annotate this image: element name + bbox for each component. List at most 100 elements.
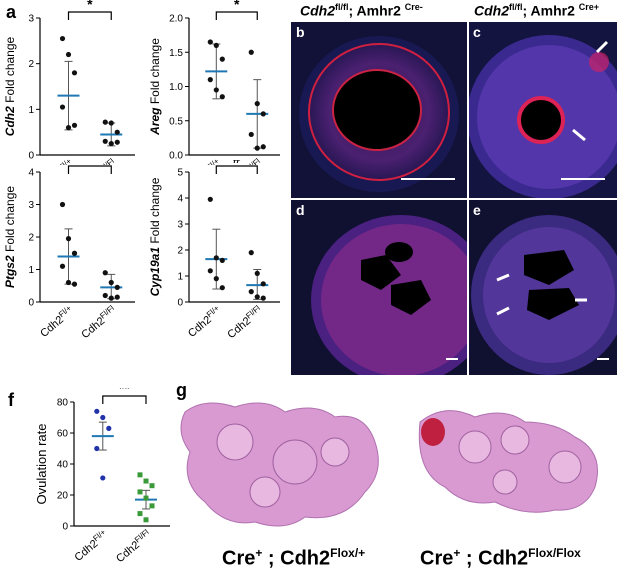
scale-bar [561,178,605,180]
y-label-gene: Areg [148,107,162,136]
micrograph-d: d [291,200,467,375]
data-point [143,517,149,523]
data-point [108,279,114,286]
y-tick-label: 1 [28,105,34,116]
header-cre-sup: Cre- [404,2,423,12]
y-axis-label: Cdh2 Fold change [3,36,17,136]
y-tick-label: 4 [177,194,183,205]
micrograph-e: e [469,200,617,375]
data-point [137,511,143,517]
significance-bracket [215,165,258,174]
caption-mid: ; Cdh2 [460,547,529,570]
data-point [59,104,66,110]
data-point [59,201,66,208]
y-tick-label: 0 [28,298,34,309]
x-category-label: Cdh2Fl/+ [184,303,224,340]
data-point [102,270,108,276]
y-tick-label: 40 [57,460,69,471]
data-point [137,472,143,478]
y-tick-label: 2.0 [169,14,183,25]
y-tick-label: 1 [177,272,183,283]
y-tick-label: 0 [62,522,68,533]
y-axis-label: Cyp19a1 Fold change [148,177,162,296]
y-axis-label: Areg Fold change [148,38,162,136]
header-cre-sup: Cre+ [578,2,600,12]
header-cre-positive: Cdh2fl/fl; Amhr2 Cre+ [474,2,599,19]
panel-letter-c: c [473,24,481,40]
y-tick-label: 0.5 [169,116,183,127]
header-rest: ; Amhr2 [522,2,579,19]
data-point [219,94,225,100]
chart-areg-fold-change: 0.0 0.5 1.0 1.5 2.0 Areg Fold change * Cdh2Fl/+… [148,0,280,165]
data-point [114,294,120,300]
y-axis-label: Ovulation rate [34,424,49,505]
data-point [102,292,108,299]
caption-mid: ; Cdh2 [262,547,331,570]
header-cre-negative: Cdh2fl/fl; Amhr2 Cre- [300,2,423,19]
scale-bar [401,178,455,180]
data-point [207,39,213,45]
micrograph-c: c [469,22,617,198]
significance-bracket [67,11,112,20]
data-point [100,475,106,481]
y-label-gene: Cdh2 [3,106,17,136]
data-point [260,111,266,117]
header-gene: Cdh2 [300,2,335,19]
y-tick-label: 3 [177,220,183,231]
data-point [102,138,108,144]
y-tick-label: 1.0 [169,82,183,93]
x-category-label: Cdh2Fl/+ [71,527,111,564]
significance-marker: # [233,160,241,166]
scale-bar [597,358,609,360]
y-tick-label: 20 [57,491,69,502]
y-tick-label: 0.0 [169,151,183,162]
caption-sup: Flox/+ [330,546,366,560]
header-gene-sup: fl/fl [509,2,523,12]
panel-letter-d: d [296,202,305,218]
arrow-icon [572,128,586,142]
data-point [213,42,219,49]
y-label-gene: Ptgs2 [3,255,17,288]
x-category-label: Cdh2Fl/Fl [78,156,120,165]
panel-letter-f: f [8,390,14,410]
micrograph-b-image [291,22,467,198]
micrograph-d-image [291,200,467,375]
data-point [143,478,149,484]
data-point [71,281,78,287]
panel-letter-e: e [473,202,481,218]
data-point [219,56,225,62]
y-label-suffix: Fold change [3,36,17,106]
y-tick-label: 3 [28,14,34,25]
y-tick-label: 1.5 [169,48,183,59]
header-rest: ; Amhr2 [348,2,405,19]
data-point [108,140,114,147]
data-point [254,294,260,300]
x-category-label: Cdh2Fl/+ [37,303,77,340]
caption-pre-sup: + [255,546,263,560]
x-category-label: Cdh2Fl/Fl [224,156,266,165]
y-tick-label: 0 [177,298,183,309]
y-label-suffix: Fold change [148,177,162,247]
data-point [59,263,66,269]
caption-cre-flox-het: Cre+ ; Cdh2Flox/+ [222,546,365,571]
data-point [254,101,260,107]
significance-marker: * [234,0,240,12]
data-point [219,285,225,291]
y-axis-label: Ptgs2 Fold change [3,186,17,288]
y-label-gene: Cyp19a1 [148,247,162,297]
micrograph-b: b [291,22,467,198]
micrograph-e-image [469,200,617,375]
data-point [254,270,260,276]
scale-bar [446,358,458,360]
y-tick-label: 2 [28,233,34,244]
y-tick-label: 4 [28,168,34,179]
data-point [149,503,155,509]
data-point [260,295,266,301]
caption-sup: Flox/Flox [528,546,581,560]
data-point [213,276,219,282]
category-sup: Fl/+ [205,156,221,165]
panel-letter-a: a [6,2,17,22]
data-point [102,119,108,125]
category-sup: Fl/+ [57,156,73,165]
